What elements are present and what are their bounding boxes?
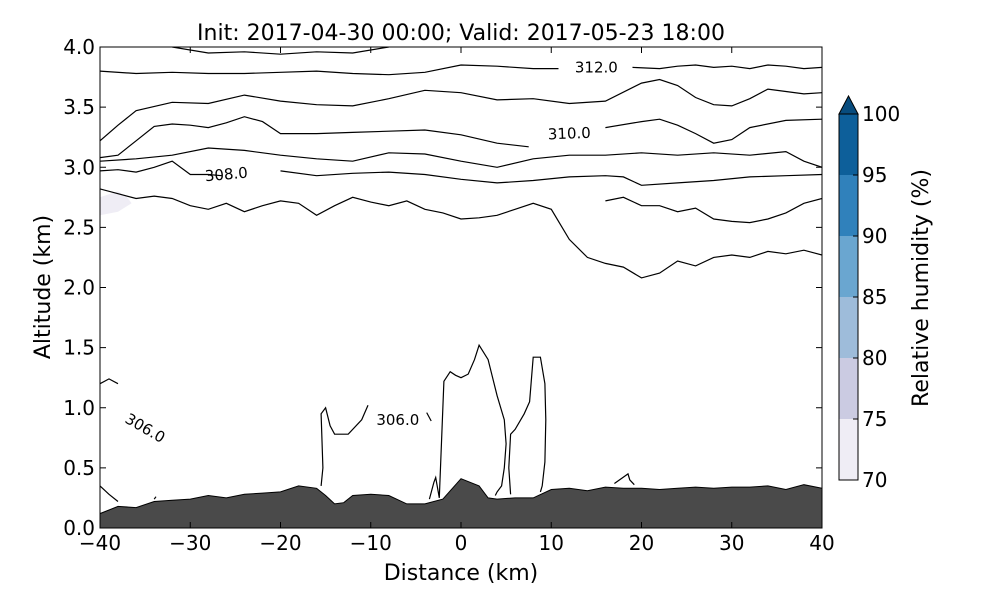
y-tick-label: 0.5 xyxy=(63,456,95,480)
y-tick-label: 2.5 xyxy=(63,215,95,239)
x-tick-label: 40 xyxy=(809,531,834,555)
y-axis-ticks: 0.0 0.5 1.0 1.5 2.0 2.5 3.0 3.5 4.0 xyxy=(63,35,822,540)
x-tick-label: −30 xyxy=(169,531,211,555)
contour-line xyxy=(508,356,547,495)
colorbar-segment xyxy=(839,236,858,297)
y-tick-label: 2.0 xyxy=(63,276,95,300)
contour-line xyxy=(100,160,822,186)
x-tick-label: −10 xyxy=(350,531,392,555)
contour-line xyxy=(605,196,822,224)
colorbar-tick-label: 85 xyxy=(862,285,887,309)
contour-line xyxy=(172,47,389,55)
contour-line xyxy=(426,412,432,422)
colorbar-tick-label: 75 xyxy=(862,407,887,431)
y-tick-label: 0.0 xyxy=(63,516,95,540)
humidity-patch xyxy=(100,191,132,216)
contour-line xyxy=(428,343,507,500)
y-tick-label: 3.5 xyxy=(63,95,95,119)
contour-line xyxy=(100,378,119,385)
colorbar-tick-label: 90 xyxy=(862,224,887,248)
contour-line xyxy=(100,116,822,159)
x-tick-label: 30 xyxy=(719,531,744,555)
contour-line xyxy=(100,78,822,142)
contour-line xyxy=(100,188,822,279)
contour-label: 306.0 xyxy=(376,411,419,429)
contour-label: 312.0 xyxy=(575,58,618,76)
x-tick-label: −20 xyxy=(259,531,301,555)
colorbar-tick-label: 95 xyxy=(862,163,887,187)
isentrope-contours xyxy=(100,47,822,502)
y-tick-label: 3.0 xyxy=(63,155,95,179)
x-axis-ticks: −40 −30 −20 −10 0 10 20 30 40 xyxy=(79,47,835,555)
colorbar-extend-arrow xyxy=(838,94,859,115)
x-tick-label: 10 xyxy=(539,531,564,555)
y-tick-label: 1.5 xyxy=(63,336,95,360)
y-tick-label: 4.0 xyxy=(63,35,95,59)
colorbar-segment xyxy=(839,358,858,419)
terrain-fill xyxy=(100,478,822,528)
x-tick-label: −40 xyxy=(79,531,121,555)
x-tick-label: 20 xyxy=(629,531,654,555)
colorbar-segment xyxy=(839,297,858,358)
colorbar-tick-label: 70 xyxy=(862,468,887,492)
contour-line xyxy=(153,496,157,500)
plot-background xyxy=(100,47,822,528)
colorbar-segment xyxy=(839,175,858,236)
colorbar-tick-label: 80 xyxy=(862,346,887,370)
colorbar: 70 75 80 85 90 95 100 xyxy=(838,94,900,492)
contour-line xyxy=(614,472,635,486)
x-axis-label: Distance (km) xyxy=(384,561,539,586)
colorbar-tick-label: 100 xyxy=(862,102,900,126)
y-tick-label: 1.0 xyxy=(63,396,95,420)
x-tick-label: 0 xyxy=(455,531,468,555)
contour-label: 310.0 xyxy=(548,124,592,143)
contour-line xyxy=(100,64,822,76)
colorbar-label: Relative humidity (%) xyxy=(909,169,934,407)
plot-area xyxy=(100,47,822,528)
y-axis-label: Altitude (km) xyxy=(31,215,56,359)
contour-line xyxy=(100,147,822,168)
colorbar-segment xyxy=(839,114,858,175)
contour-line xyxy=(320,405,369,486)
colorbar-segment xyxy=(839,419,858,480)
contour-label: 308.0 xyxy=(204,164,248,186)
contour-line xyxy=(100,485,119,502)
chart-title: Init: 2017-04-30 00:00; Valid: 2017-05-2… xyxy=(197,21,725,46)
